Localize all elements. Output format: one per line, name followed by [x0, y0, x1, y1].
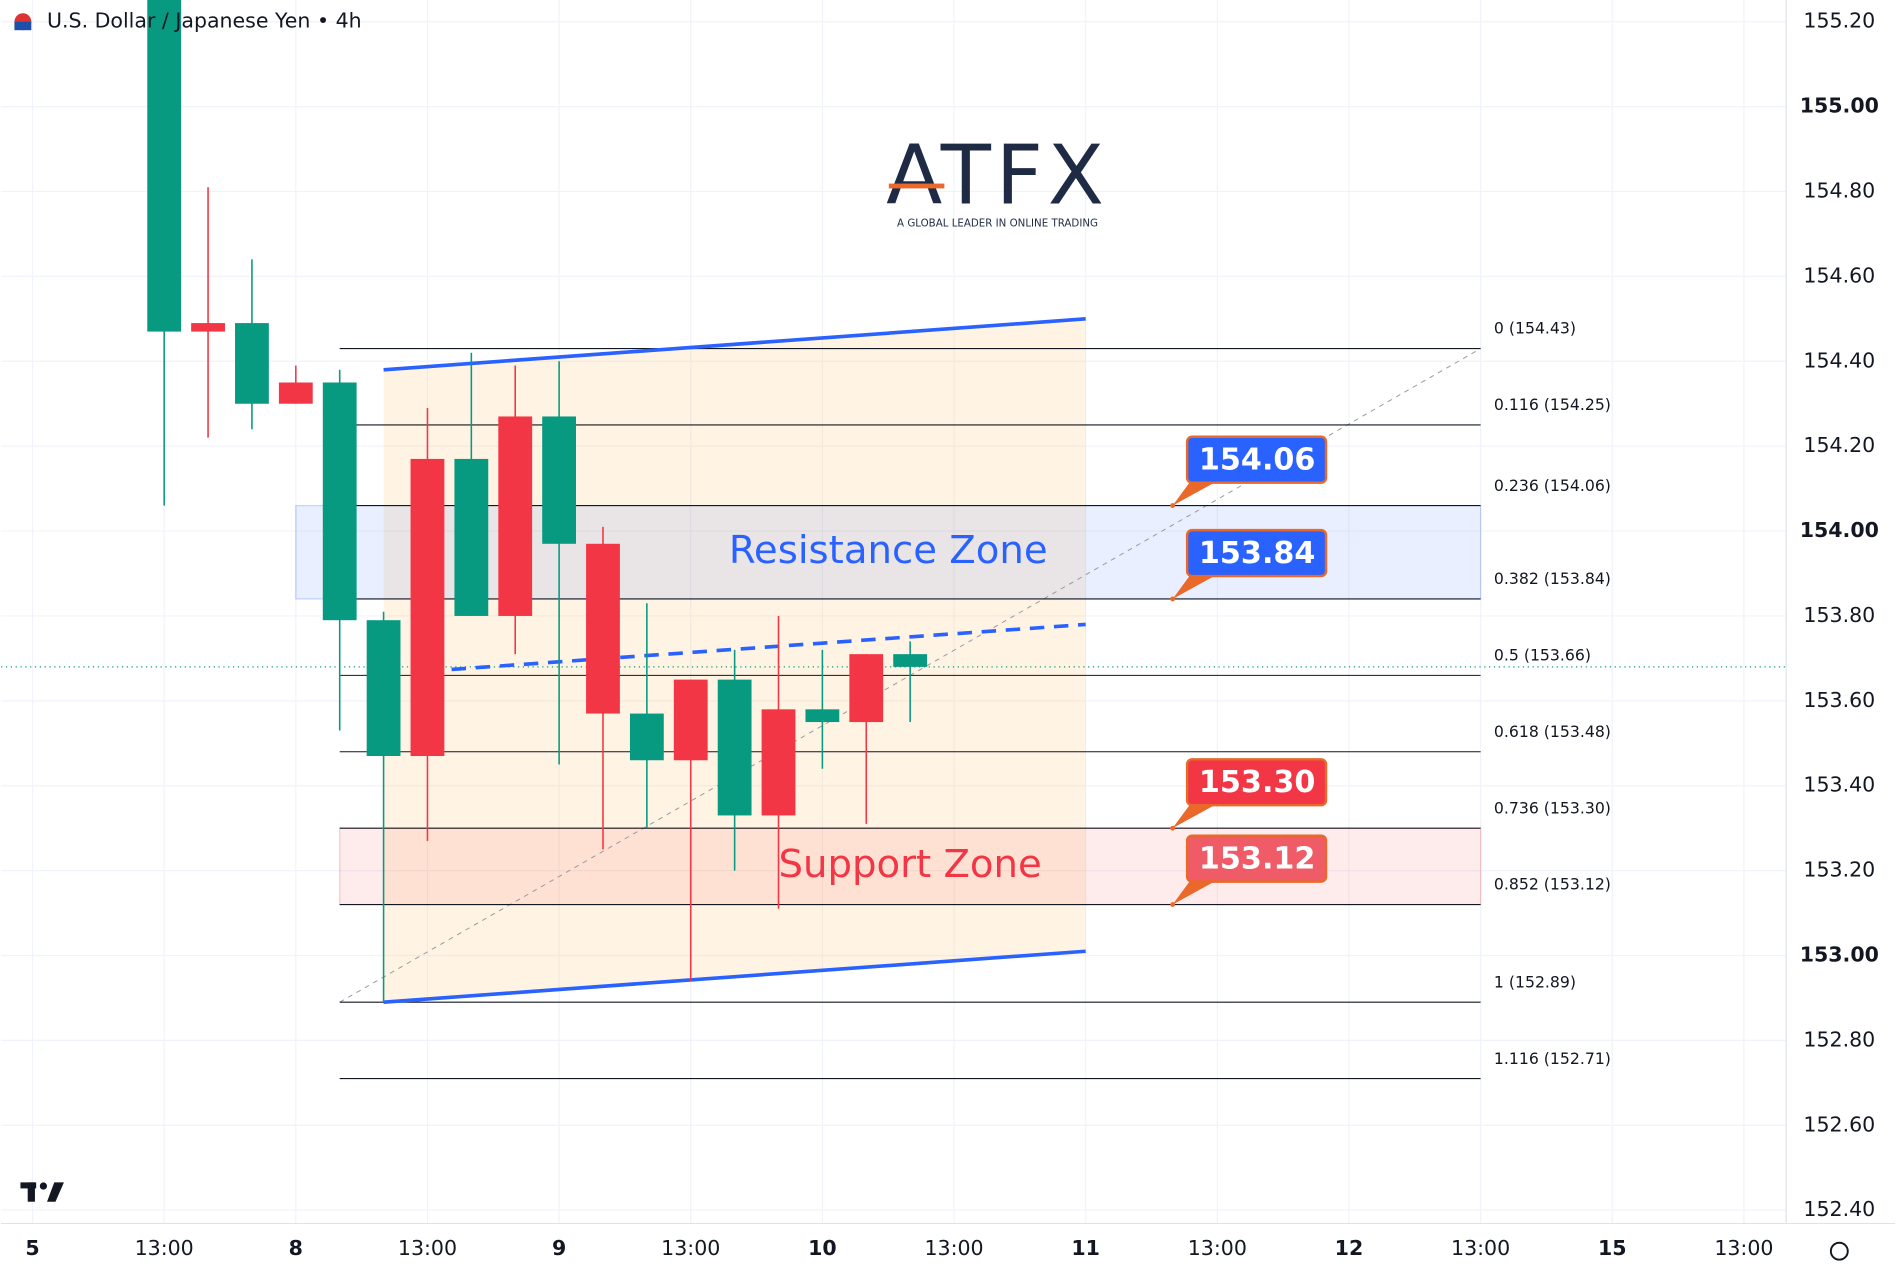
callout-anchor: [1170, 596, 1176, 602]
trendline: [383, 317, 1086, 372]
fib-label: 0.5 (153.66): [1494, 646, 1591, 665]
logo-accent: [888, 183, 945, 189]
x-tick-label: 13:00: [135, 1236, 194, 1260]
y-tick-label: 153.80: [1803, 603, 1875, 627]
y-tick-label: 154.00: [1800, 518, 1879, 542]
x-tick-label: 13:00: [1451, 1236, 1510, 1260]
y-tick-label: 154.60: [1803, 263, 1875, 287]
fib-label: 0 (154.43): [1494, 319, 1576, 338]
x-tick-label: 10: [808, 1236, 837, 1260]
candle-body: [278, 382, 313, 404]
x-tick-label: 13:00: [661, 1236, 720, 1260]
y-tick-label: 152.80: [1803, 1027, 1875, 1051]
fib-label: 0.382 (153.84): [1494, 569, 1611, 588]
callout-box: [1185, 435, 1328, 484]
callout-box: [1185, 528, 1328, 578]
callout-anchor: [1170, 503, 1176, 509]
trendline: [427, 622, 1086, 673]
y-tick-label: 153.60: [1803, 688, 1875, 712]
fib-label: 0.618 (153.48): [1494, 722, 1611, 741]
y-tick-label: 153.20: [1803, 858, 1875, 882]
candle-body: [498, 416, 533, 616]
candle-body: [629, 713, 664, 761]
candle-body: [147, 0, 182, 332]
y-tick-label: 155.20: [1803, 9, 1875, 33]
annotations: Resistance Zone Support Zone 0 (154.43) 0.1…: [729, 319, 1611, 1068]
x-tick-label: 13:00: [1188, 1236, 1247, 1260]
candle-body: [322, 382, 357, 621]
grid: 152.40 152.60 152.80 153.00 153.20 153.40 153.…: [1, 0, 1879, 1260]
fib-label: 0.116 (154.25): [1494, 395, 1611, 414]
callout-label: 153.84: [1199, 536, 1316, 571]
candle-body: [805, 709, 840, 723]
x-tick-label: 13:00: [398, 1236, 457, 1260]
y-tick-label: 154.20: [1803, 433, 1875, 457]
x-tick-label: 13:00: [1714, 1236, 1773, 1260]
candle-body: [849, 654, 884, 723]
x-tick-label: 11: [1071, 1236, 1100, 1260]
callout-box: [1185, 834, 1328, 883]
settings-icon[interactable]: [1829, 1241, 1849, 1261]
y-tick-label: 153.40: [1803, 773, 1875, 797]
x-tick-label: 15: [1598, 1236, 1627, 1260]
y-tick-label: 152.40: [1803, 1197, 1875, 1221]
candle-body: [893, 654, 928, 667]
candle-body: [410, 458, 445, 757]
candle-body: [366, 620, 401, 757]
candle-body: [673, 679, 708, 761]
x-tick-label: 8: [289, 1236, 303, 1260]
y-tick-label: 154.40: [1803, 348, 1875, 372]
callout-label: 153.30: [1199, 765, 1316, 800]
trendline: [383, 949, 1086, 1004]
tv-logo: [20, 1182, 64, 1202]
callout-anchor: [1170, 902, 1176, 907]
fib-label: 0.736 (153.30): [1494, 798, 1611, 817]
candle-body: [454, 458, 489, 616]
drawings: [1, 317, 1787, 1080]
candle-body: [235, 323, 269, 404]
y-tick-label: 153.00: [1800, 942, 1879, 966]
chart-title: U.S. Dollar / Japanese Yen • 4h: [47, 9, 362, 33]
callout-label: 153.12: [1199, 841, 1316, 876]
fib-label: 0.852 (153.12): [1494, 875, 1611, 894]
fib-label: 1 (152.89): [1494, 972, 1576, 991]
fib-label: 1.116 (152.71): [1494, 1049, 1611, 1068]
candle-body: [191, 323, 225, 332]
x-tick-label: 13:00: [924, 1236, 983, 1260]
callout-box: [1185, 758, 1328, 807]
candle-body: [761, 709, 796, 816]
candle-body: [717, 679, 752, 816]
y-tick-label: 155.00: [1800, 94, 1879, 118]
candle-body: [586, 543, 620, 714]
symbol-flag: [14, 21, 32, 31]
callout-label: 154.06: [1199, 442, 1316, 477]
callout-anchor: [1170, 825, 1176, 831]
x-tick-label: 9: [552, 1236, 566, 1260]
zone-label: Resistance Zone: [729, 528, 1048, 573]
y-tick-label: 152.60: [1803, 1112, 1875, 1136]
logo-brand: ATFX: [886, 129, 1109, 224]
logo-tagline: A GLOBAL LEADER IN ONLINE TRADING: [897, 217, 1098, 229]
candles: [147, 0, 928, 1003]
x-tick-label: 12: [1335, 1236, 1364, 1260]
x-tick-label: 5: [25, 1236, 39, 1260]
y-tick-label: 154.80: [1803, 179, 1875, 203]
fib-label: 0.236 (154.06): [1494, 476, 1611, 495]
zone-label: Support Zone: [778, 842, 1041, 887]
candle-body: [542, 416, 577, 544]
